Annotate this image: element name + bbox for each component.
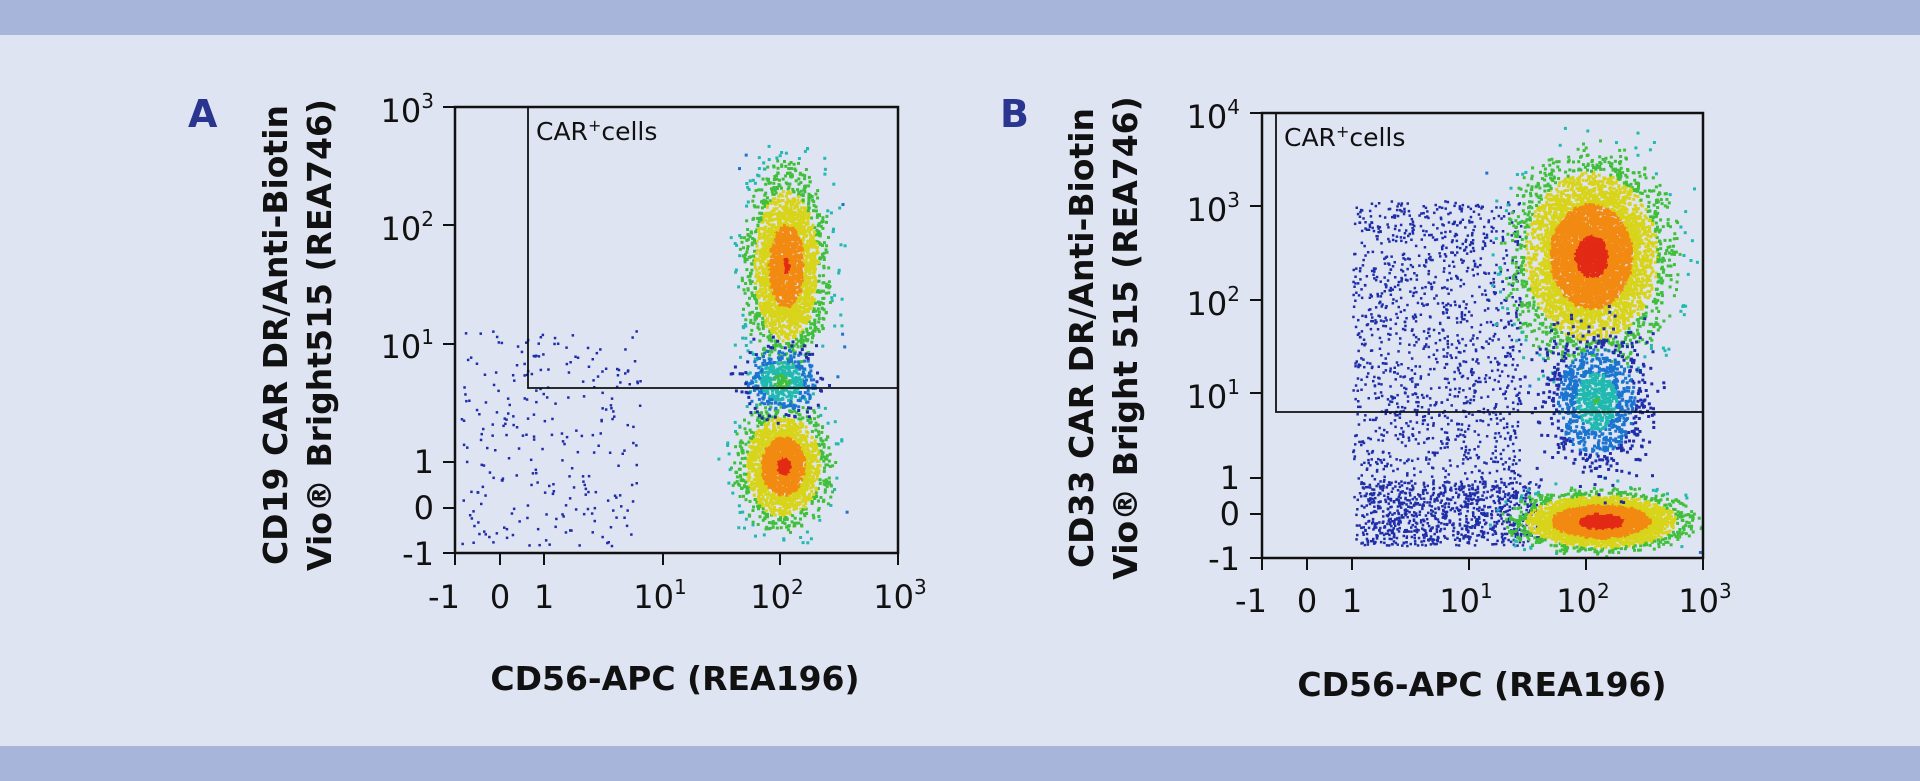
gate-label-b-main: CAR: [1284, 123, 1336, 152]
x-tick-label-a-2: 1: [534, 578, 554, 616]
density-cloud-b: [1352, 126, 1704, 559]
x-tick-label-b-4: 102: [1556, 579, 1609, 620]
x-tick-label-b-1: 0: [1297, 582, 1317, 620]
y-tick-label-b-5: 103: [1187, 188, 1240, 229]
y-tick-label-a-3: 101: [381, 325, 434, 366]
y-axis-title-a: CD19 CAR DR/Anti-Biotin Vio® Bright515 (…: [256, 99, 339, 571]
x-ticks-b: -1 0 1 101 102 103: [1235, 558, 1732, 620]
x-tick-label-a-5: 103: [873, 575, 926, 616]
gate-label-b: CAR+cells: [1284, 122, 1405, 152]
panel-b: B CD33 CAR DR/Anti-Biotin Vio® Bright 51…: [1000, 92, 1732, 704]
y-tick-label-b-1: 0: [1220, 495, 1240, 533]
gate-label-b-sup: +: [1336, 122, 1349, 141]
plot-area-b: CAR+cells: [1260, 111, 1705, 560]
gate-label-a: CAR+cells: [536, 116, 657, 146]
y-ticks-a: -1 0 1 101 102 103: [381, 89, 455, 573]
y-tick-label-a-2: 1: [414, 443, 434, 481]
gate-label-b-tail: cells: [1349, 123, 1405, 152]
bottom-band: [0, 746, 1920, 781]
y-tick-label-b-4: 102: [1187, 282, 1240, 323]
y-tick-label-a-5: 103: [381, 89, 434, 130]
x-tick-label-b-3: 101: [1439, 579, 1492, 620]
y-tick-label-b-3: 101: [1187, 375, 1240, 416]
panel-letter-b: B: [1000, 92, 1029, 136]
x-tick-label-a-0: -1: [428, 578, 460, 616]
panel-letter-a: A: [188, 92, 218, 136]
x-tick-label-a-3: 101: [633, 575, 686, 616]
x-tick-label-b-2: 1: [1342, 582, 1362, 620]
y-axis-title-b-line2: Vio® Bright 515 (REA746): [1106, 96, 1145, 579]
y-axis-title-a-line1: CD19 CAR DR/Anti-Biotin: [256, 105, 295, 565]
y-axis-title-b: CD33 CAR DR/Anti-Biotin Vio® Bright 515 …: [1062, 96, 1145, 579]
plot-frame-b: [1260, 111, 1705, 560]
x-tick-label-b-0: -1: [1235, 582, 1267, 620]
x-tick-label-b-5: 103: [1678, 579, 1731, 620]
y-tick-label-b-2: 1: [1220, 459, 1240, 497]
plot-area-a: CAR+cells: [453, 105, 900, 555]
x-tick-label-a-4: 102: [750, 575, 803, 616]
density-cloud-a: [460, 144, 849, 548]
y-tick-label-b-0: -1: [1208, 540, 1240, 578]
y-axis-title-b-line1: CD33 CAR DR/Anti-Biotin: [1062, 108, 1101, 568]
top-band: [0, 0, 1920, 35]
gate-label-a-sup: +: [588, 116, 601, 135]
panel-a: A CD19 CAR DR/Anti-Biotin Vio® Bright515…: [188, 89, 927, 698]
gate-label-a-tail: cells: [601, 117, 657, 146]
y-tick-label-a-1: 0: [414, 489, 434, 527]
x-ticks-a: -1 0 1 101 102 103: [428, 553, 927, 616]
car-gate-a: [527, 107, 898, 389]
y-tick-label-a-0: -1: [402, 535, 434, 573]
y-ticks-b: -1 0 1 101 102 103 104: [1187, 95, 1262, 578]
y-tick-label-b-6: 104: [1187, 95, 1240, 136]
x-axis-title-b: CD56-APC (REA196): [1297, 665, 1666, 704]
gate-label-a-main: CAR: [536, 117, 588, 146]
y-axis-title-a-line2: Vio® Bright515 (REA746): [300, 99, 339, 571]
car-gate-b: [1275, 113, 1703, 413]
y-tick-label-a-4: 102: [381, 207, 434, 248]
x-axis-title-a: CD56-APC (REA196): [490, 659, 859, 698]
x-tick-label-a-1: 0: [490, 578, 510, 616]
